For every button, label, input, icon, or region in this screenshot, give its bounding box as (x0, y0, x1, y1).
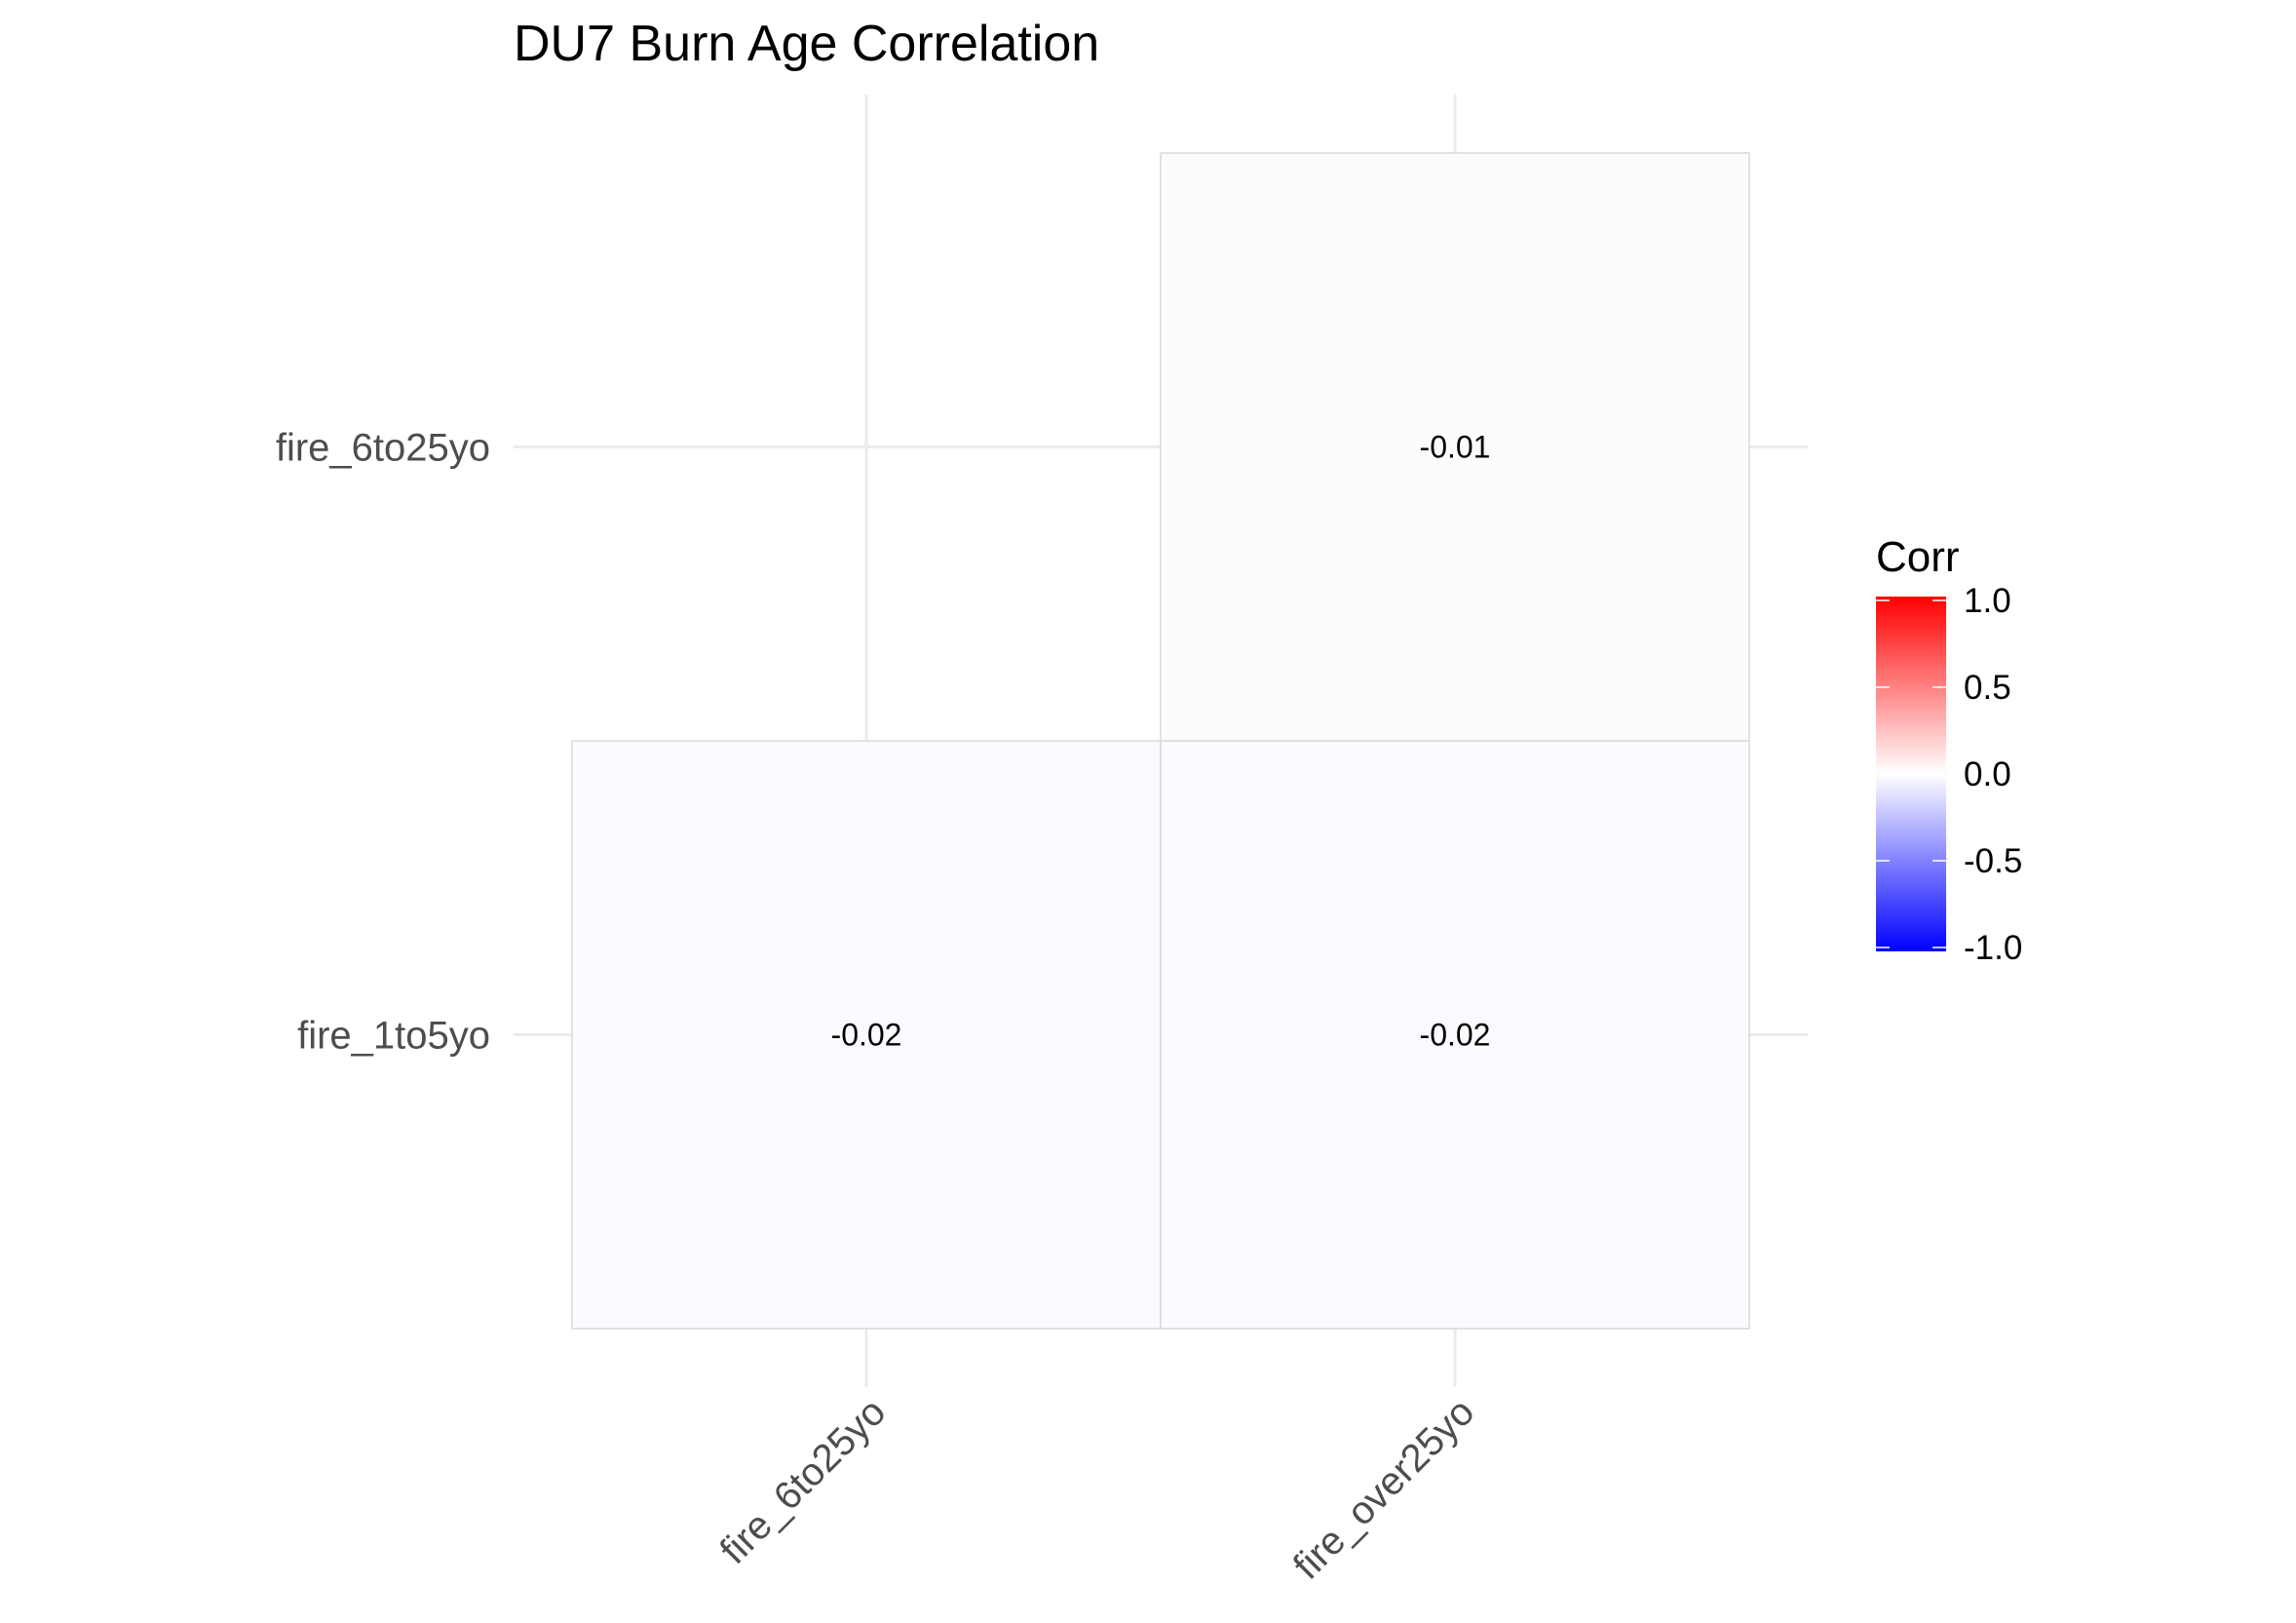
legend: Corr 1.0 0.5 0.0 -0.5 -1.0 (1876, 533, 2022, 967)
legend-tick-label: 0.0 (1964, 755, 2011, 793)
legend-tick-label: 1.0 (1964, 582, 2011, 620)
cell-value-label: -0.02 (831, 1018, 902, 1053)
y-axis: fire_1to5yo fire_6to25yo (276, 427, 490, 1058)
chart-title: DU7 Burn Age Correlation (514, 16, 1099, 72)
heatmap-tile (1160, 152, 1750, 742)
legend-tick-label: 0.5 (1964, 669, 2011, 707)
y-tick-label: fire_1to5yo (297, 1015, 490, 1058)
legend-title: Corr (1876, 533, 1960, 581)
heatmap-tile (1160, 740, 1750, 1330)
x-tick-label: fire_6to25yo (712, 1390, 895, 1572)
legend-tick-label: -1.0 (1964, 929, 2022, 967)
cell-value-label: -0.02 (1420, 1018, 1491, 1053)
cell-labels: -0.02 -0.02 -0.01 (831, 430, 1491, 1053)
heatmap-tiles (571, 152, 1750, 1330)
heatmap-tile (571, 740, 1162, 1330)
y-tick-label: fire_6to25yo (276, 427, 490, 470)
cell-value-label: -0.01 (1420, 430, 1491, 465)
x-axis: fire_6to25yo fire_over25yo (712, 1390, 1483, 1587)
legend-tick-label: -0.5 (1964, 842, 2022, 880)
x-tick-label: fire_over25yo (1285, 1390, 1482, 1587)
